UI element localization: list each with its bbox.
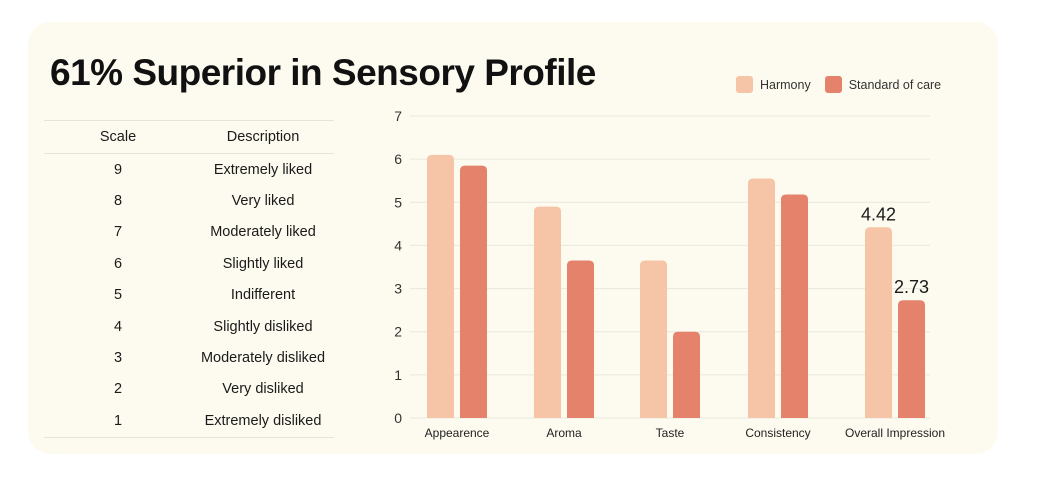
x-tick-label: Consistency (745, 426, 810, 440)
table-row: 1 Extremely disliked (44, 405, 334, 438)
scale-description: Extremely liked (213, 161, 313, 178)
table-row: 5 Indifferent (44, 280, 334, 311)
bar-standard-of-care (781, 194, 808, 418)
x-tick-label: Overall Impression (845, 426, 945, 440)
header-scale: Scale (44, 120, 192, 154)
table-row: 4 Slightly disliked (44, 311, 334, 342)
chart-legend: Harmony Standard of care (736, 76, 955, 93)
data-label: 4.42 (861, 204, 896, 224)
scale-value: 1 (44, 405, 192, 438)
bar-harmony (427, 154, 454, 419)
legend-swatch-standard (824, 76, 842, 93)
bar-harmony (748, 178, 775, 418)
y-tick-label: 0 (394, 410, 402, 426)
page-title: 61% Superior in Sensory Profile (50, 52, 596, 93)
scale-description: Moderately liked (210, 224, 316, 241)
table-row: 8 Very liked (44, 185, 334, 216)
chart-card (28, 22, 998, 454)
bar-standard-of-care (673, 331, 700, 418)
scale-value: 2 (113, 381, 123, 398)
legend-item-harmony: Harmony (736, 76, 811, 93)
x-tick-label: Taste (656, 426, 685, 440)
scale-description: Slightly disliked (213, 318, 313, 335)
bar-harmony (534, 206, 561, 418)
table-row: 7 Moderately liked (44, 217, 334, 248)
y-tick-label: 2 (394, 324, 402, 340)
legend-label-standard: Standard of care (848, 77, 942, 92)
x-tick-label: Aroma (546, 426, 582, 440)
y-tick-label: 1 (394, 367, 402, 383)
scale-description: Very disliked (222, 381, 304, 398)
header-description: Description (192, 120, 334, 154)
scale-value: 5 (113, 287, 123, 304)
y-tick-label: 3 (394, 281, 402, 297)
scale-value: 9 (113, 161, 123, 178)
table-row: 3 Moderately disliked (44, 342, 334, 373)
scale-description: Very liked (231, 193, 295, 210)
bar-standard-of-care (567, 260, 594, 418)
scale-description: Extremely disliked (192, 405, 334, 438)
bar-harmony (865, 227, 892, 418)
scale-table: Scale Description 9 Extremely liked 8 Ve… (44, 120, 334, 438)
scale-description: Indifferent (230, 287, 296, 304)
legend-item-standard: Standard of care (824, 76, 942, 93)
y-tick-label: 5 (394, 194, 402, 210)
scale-description: Slightly liked (222, 255, 304, 272)
y-tick-label: 4 (394, 237, 402, 253)
scale-table-header: Scale Description (44, 120, 334, 154)
x-tick-label: Appearence (425, 426, 490, 440)
scale-value: 4 (113, 318, 123, 335)
bar-harmony (640, 260, 667, 418)
scale-value: 7 (113, 224, 123, 241)
legend-label-harmony: Harmony (760, 77, 811, 92)
legend-swatch-harmony (736, 76, 753, 93)
scale-description: Moderately disliked (200, 350, 326, 367)
table-row: 6 Slightly liked (44, 248, 334, 279)
bar-standard-of-care (898, 300, 925, 418)
y-tick-label: 7 (394, 108, 402, 124)
bar-standard-of-care (460, 165, 487, 418)
table-row: 2 Very disliked (44, 374, 334, 405)
table-row: 9 Extremely liked (44, 154, 334, 186)
y-tick-label: 6 (394, 151, 402, 167)
scale-value: 3 (113, 350, 123, 367)
scale-value: 8 (113, 193, 123, 210)
scale-value: 6 (113, 255, 123, 272)
data-label: 2.73 (894, 277, 929, 297)
